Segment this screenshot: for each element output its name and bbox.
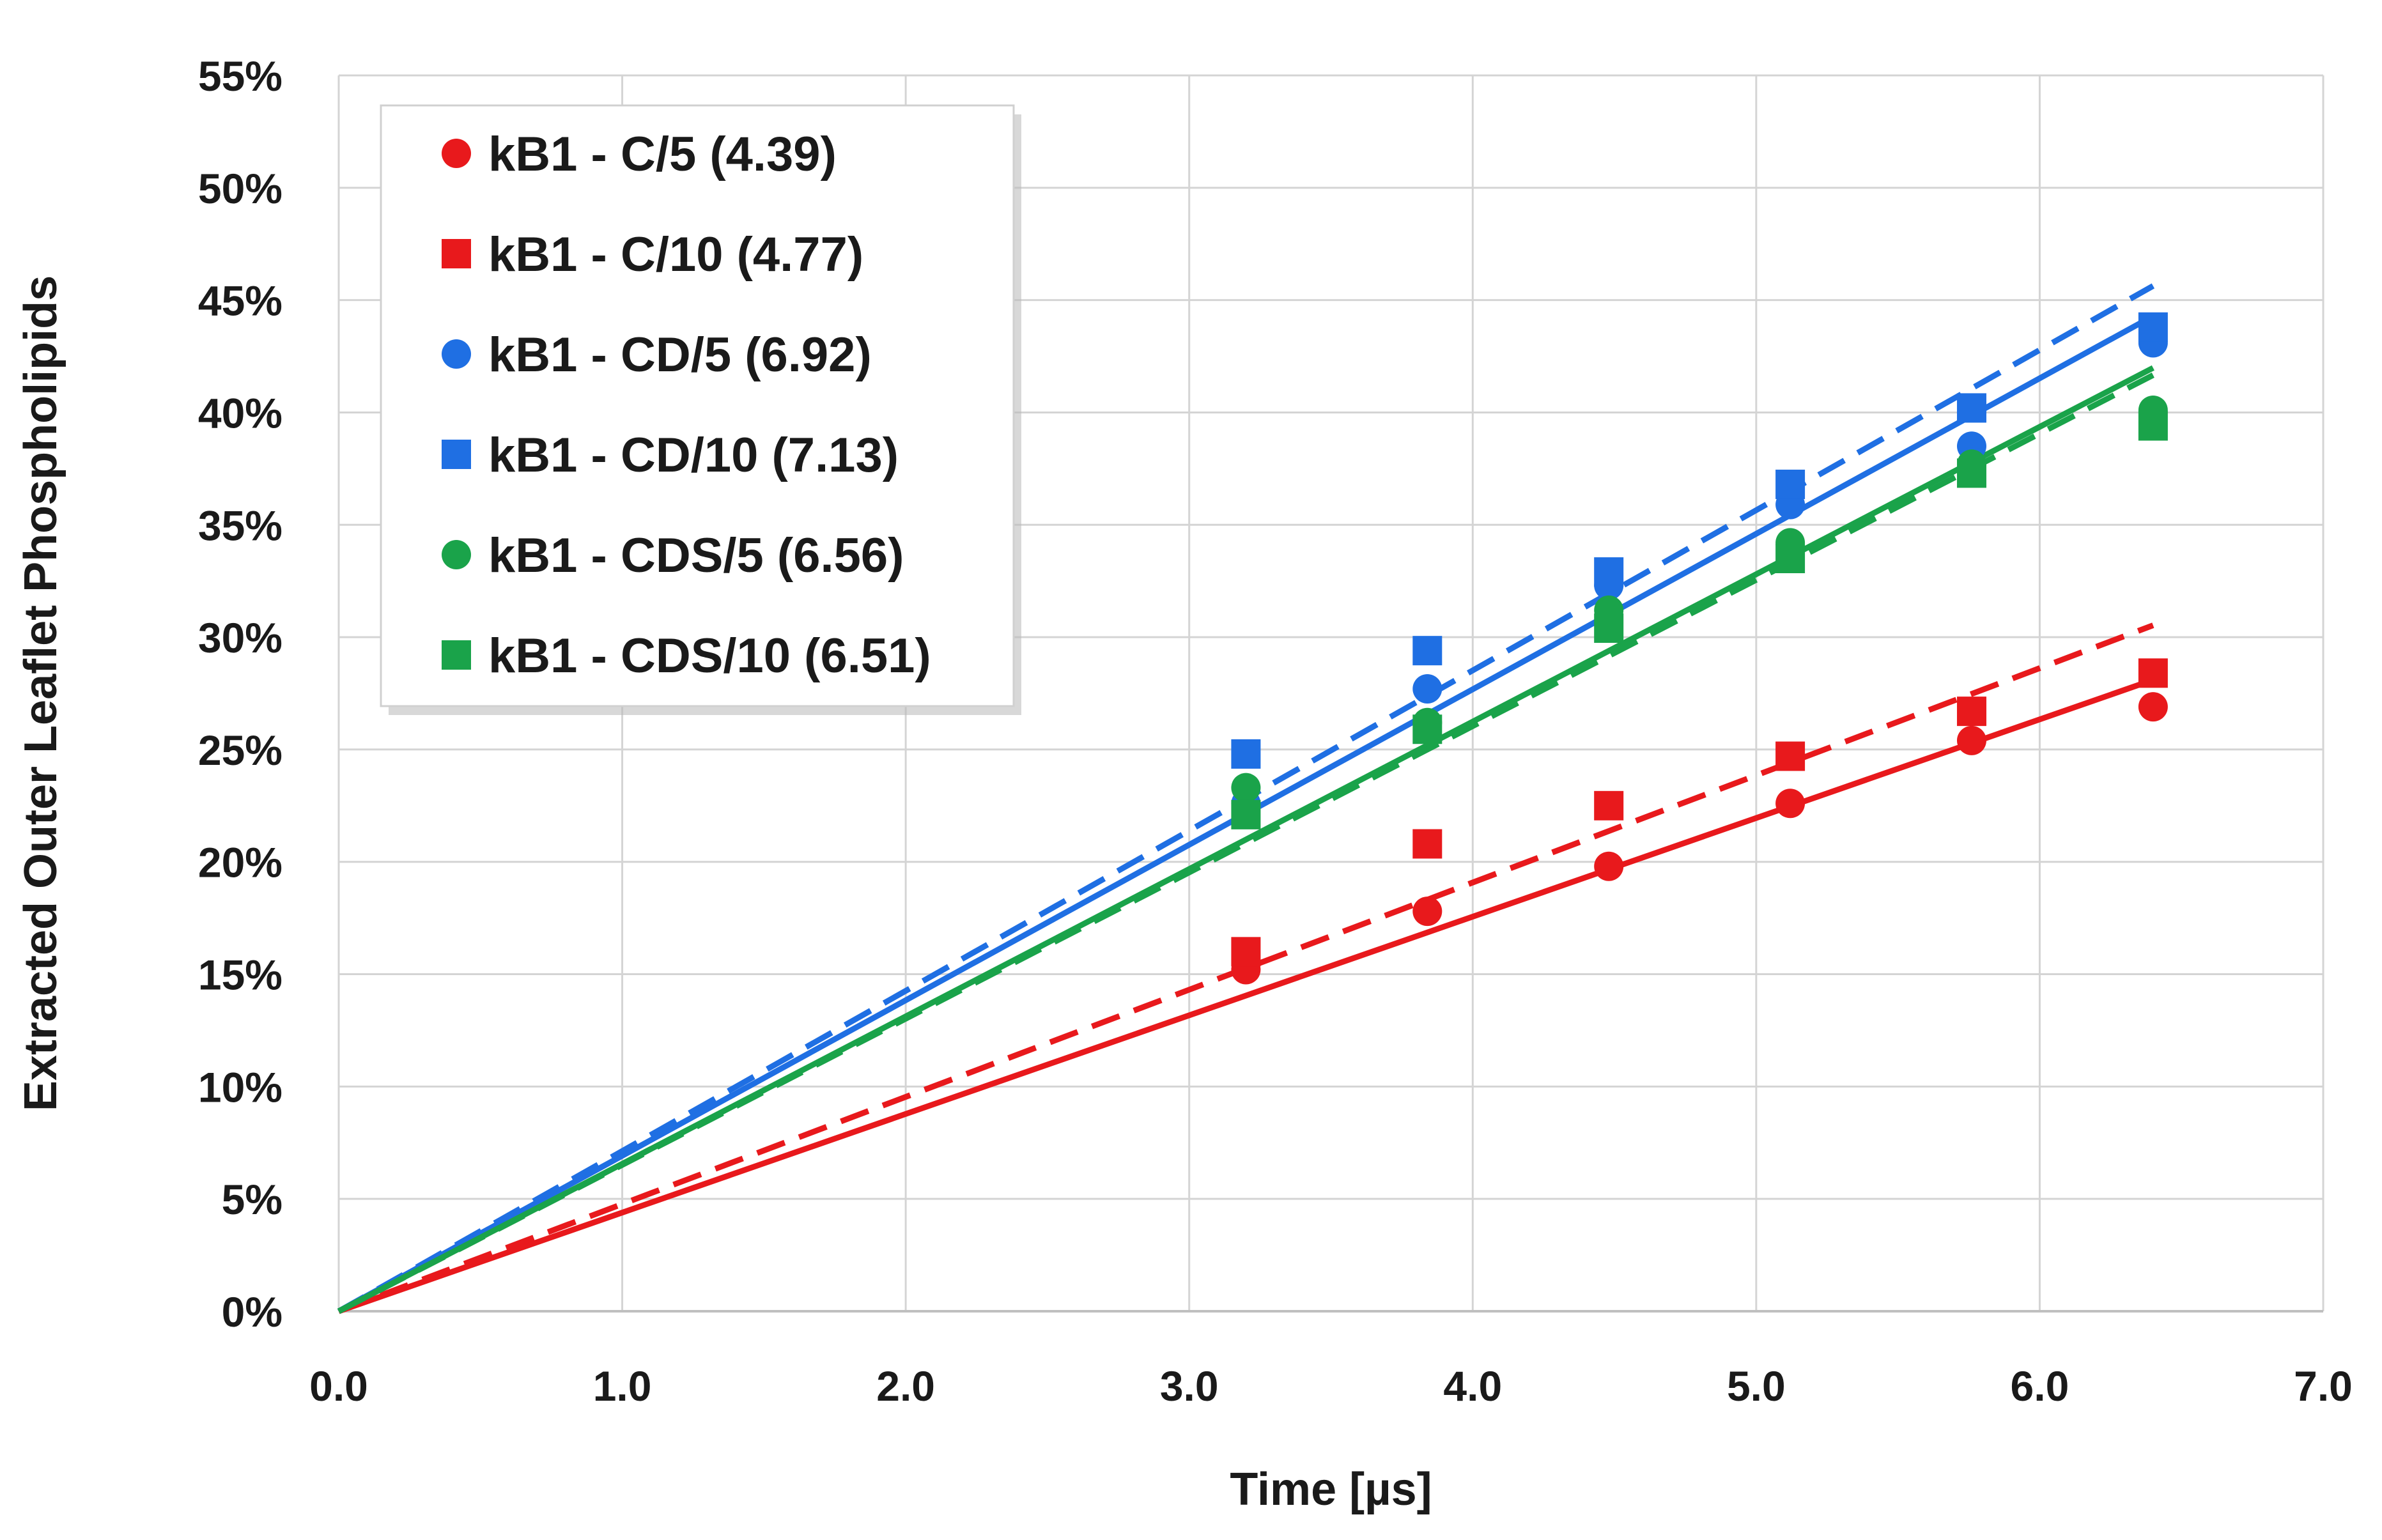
y-tick-label: 55% xyxy=(198,52,282,100)
fit-line-1 xyxy=(337,677,2154,1314)
x-tick-label: 3.0 xyxy=(1160,1362,1219,1410)
y-tick-label: 10% xyxy=(198,1063,282,1111)
y-axis-title: Extracted Outer Leaflet Phospholipids xyxy=(15,275,66,1111)
legend-label-6: kB1 - CDS/10 (6.51) xyxy=(488,629,931,683)
data-point-series-6 xyxy=(2138,411,2168,441)
y-tick-label: 15% xyxy=(198,951,282,999)
x-tick-label: 4.0 xyxy=(1443,1362,1502,1410)
y-tick-label: 20% xyxy=(198,839,282,886)
legend-marker-1 xyxy=(442,139,471,168)
data-point-series-6 xyxy=(1956,458,1986,488)
legend-marker-6 xyxy=(442,640,471,670)
fit-line-2 xyxy=(337,622,2154,1314)
data-point-series-4 xyxy=(1412,636,1442,666)
legend-marker-3 xyxy=(442,339,471,369)
data-point-series-1 xyxy=(2138,692,2168,722)
data-point-series-1 xyxy=(1775,789,1806,819)
data-point-series-2 xyxy=(1956,697,1986,727)
data-point-series-4 xyxy=(1594,557,1624,587)
y-tick-label: 25% xyxy=(198,727,282,774)
data-point-series-2 xyxy=(1231,937,1261,967)
y-tick-label: 0% xyxy=(222,1288,282,1336)
y-tick-label: 40% xyxy=(198,389,282,436)
data-point-series-6 xyxy=(1775,544,1806,574)
data-point-series-4 xyxy=(1231,739,1261,769)
data-point-series-1 xyxy=(1956,725,1986,755)
legend-label-4: kB1 - CD/10 (7.13) xyxy=(488,428,899,482)
data-point-series-5 xyxy=(1231,773,1261,803)
x-tick-label: 5.0 xyxy=(1727,1362,1786,1410)
legend-box xyxy=(380,104,1015,707)
legend-label-3: kB1 - CD/5 (6.92) xyxy=(488,328,872,382)
legend-label-5: kB1 - CDS/5 (6.56) xyxy=(488,528,904,583)
data-point-series-3 xyxy=(1412,674,1442,704)
x-tick-label: 2.0 xyxy=(876,1362,935,1410)
x-tick-label: 1.0 xyxy=(593,1362,652,1410)
data-point-series-1 xyxy=(1594,851,1624,881)
legend: kB1 - C/5 (4.39) kB1 - C/10 (4.77) kB1 - C… xyxy=(380,104,1021,715)
data-point-series-4 xyxy=(2138,312,2168,342)
x-tick-label: 6.0 xyxy=(2011,1362,2069,1410)
axes xyxy=(337,75,2323,1313)
y-tick-label: 30% xyxy=(198,614,282,661)
data-point-series-2 xyxy=(1594,790,1624,820)
y-tick-label: 45% xyxy=(198,277,282,325)
y-tick-label: 35% xyxy=(198,502,282,549)
data-point-series-2 xyxy=(2138,658,2168,688)
y-tick-label: 50% xyxy=(198,165,282,212)
data-point-series-2 xyxy=(1775,741,1806,771)
legend-marker-2 xyxy=(442,239,471,268)
legend-marker-5 xyxy=(442,540,471,569)
legend-marker-4 xyxy=(442,440,471,469)
x-axis-title: Time [µs] xyxy=(1230,1464,1432,1515)
fit-lines xyxy=(337,283,2155,1314)
data-point-series-6 xyxy=(1231,799,1261,829)
data-point-series-4 xyxy=(1956,393,1986,423)
data-point-series-6 xyxy=(1412,714,1442,744)
fit-line-6 xyxy=(337,372,2154,1314)
data-point-series-1 xyxy=(1412,897,1442,927)
x-tick-label: 7.0 xyxy=(2294,1362,2353,1410)
legend-label-2: kB1 - C/10 (4.77) xyxy=(488,227,863,282)
data-point-series-4 xyxy=(1775,469,1806,499)
x-tick-label: 0.0 xyxy=(309,1362,368,1410)
data-points xyxy=(1231,312,2168,985)
tick-labels: 0% 5% 10% 15% 20% 25% 30% 35% 40% 45% 50% 55% 0.0 1.0… xyxy=(198,52,2353,1410)
data-point-series-2 xyxy=(1412,829,1442,859)
data-point-series-6 xyxy=(1594,613,1624,643)
legend-label-1: kB1 - C/5 (4.39) xyxy=(488,127,837,181)
y-tick-label: 5% xyxy=(222,1176,282,1223)
